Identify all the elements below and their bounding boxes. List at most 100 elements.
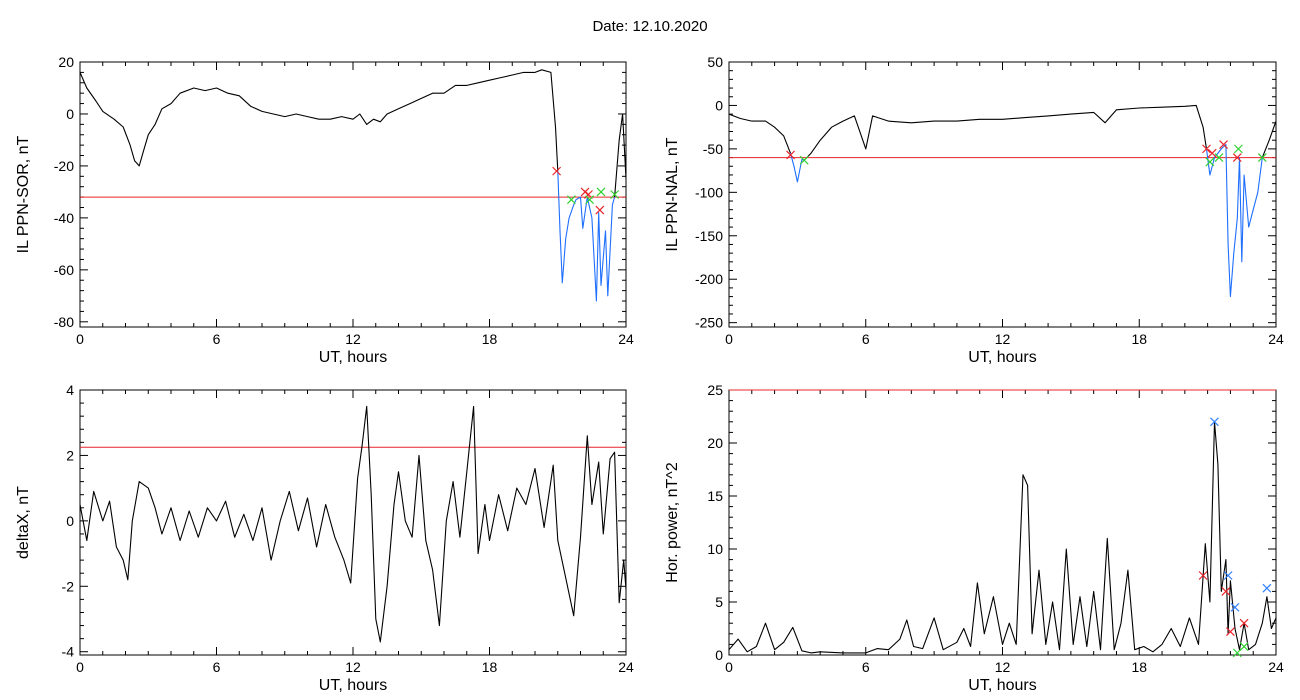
panel-il-ppn-nal: 0 6 12 18 24 50 0 -50 -100 -150 -200 -250 UT, hours I… (664, 54, 1284, 366)
series-line (1205, 143, 1263, 298)
y-tick-label: 2 (66, 447, 74, 463)
y-axis-label: IL PPN-NAL, nT (664, 137, 681, 251)
y-axis-label: deltaX, nT (15, 486, 32, 559)
green-marker (610, 190, 620, 199)
green-marker (1214, 153, 1224, 162)
plot-frame (728, 61, 1277, 328)
series-line (557, 171, 616, 302)
x-tick-label: 0 (725, 659, 733, 675)
plot-frame (79, 389, 627, 656)
series-line (1261, 120, 1276, 158)
x-tick-label: 6 (213, 659, 221, 675)
green-marker (1257, 153, 1267, 162)
y-tick-label: 0 (66, 106, 74, 122)
x-axis-label: UT, hours (968, 349, 1036, 366)
red-marker (786, 150, 795, 160)
x-tick-label: 0 (76, 659, 84, 675)
red-marker (1225, 627, 1235, 637)
y-tick-label: -20 (54, 158, 74, 174)
x-tick-label: 24 (618, 331, 634, 347)
x-tick-label: 24 (1268, 331, 1284, 347)
x-tick-label: 18 (1131, 331, 1147, 347)
x-tick-label: 24 (1268, 659, 1284, 675)
y-tick-label: 10 (707, 541, 723, 557)
green-marker (1239, 642, 1249, 651)
series-line (729, 421, 1276, 654)
x-tick-label: 12 (345, 659, 361, 675)
x-tick-label: 12 (995, 331, 1011, 347)
y-tick-label: 0 (715, 97, 723, 113)
red-marker (1219, 140, 1229, 149)
red-marker (1198, 571, 1208, 580)
blue-marker (1262, 583, 1272, 593)
green-marker (585, 195, 595, 205)
x-axis-label: UT, hours (968, 677, 1036, 694)
x-tick-label: 18 (482, 331, 498, 347)
green-marker (566, 195, 576, 205)
x-tick-label: 0 (725, 331, 733, 347)
y-tick-label: -250 (695, 315, 723, 331)
x-tick-label: 6 (862, 659, 870, 675)
y-tick-label: -2 (62, 578, 75, 594)
y-tick-label: 50 (707, 54, 723, 70)
y-tick-label: 5 (715, 594, 723, 610)
blue-marker (1210, 417, 1219, 427)
red-marker (1232, 153, 1242, 162)
y-tick-label: 0 (66, 513, 74, 529)
series-line (803, 104, 1208, 161)
y-tick-label: 20 (707, 435, 723, 451)
x-tick-label: 18 (482, 659, 498, 675)
y-tick-label: -40 (54, 210, 74, 226)
x-tick-label: 12 (345, 331, 361, 347)
red-marker (552, 166, 562, 176)
x-tick-label: 6 (862, 331, 870, 347)
panel-deltax: 0 6 12 18 24 4 2 0 -2 -4 UT, hours deltaX, nT (15, 382, 634, 694)
plot-frame (728, 389, 1277, 656)
series-group (729, 104, 1276, 298)
x-axis-label: UT, hours (319, 349, 387, 366)
y-tick-label: -60 (54, 262, 74, 278)
series-line (729, 113, 792, 154)
y-tick-label: -200 (695, 271, 723, 287)
red-marker (595, 205, 605, 215)
x-tick-label: 24 (618, 659, 634, 675)
x-tick-label: 18 (1131, 659, 1147, 675)
red-marker (1207, 148, 1217, 158)
y-tick-label: 4 (66, 382, 74, 398)
blue-marker (1230, 602, 1240, 612)
red-marker (584, 190, 593, 199)
series-line (789, 153, 805, 183)
x-tick-label: 6 (213, 331, 221, 347)
y-tick-label: -4 (62, 644, 75, 660)
x-tick-label: 12 (995, 659, 1011, 675)
panel-hor-power: 0 6 12 18 24 25 20 15 10 5 0 UT, hours Hor. power, n… (664, 382, 1284, 694)
panel-il-ppn-sor: 0 6 12 18 24 20 0 -20 -40 -60 -80 UT, hours IL PPN-S… (15, 54, 634, 366)
y-tick-label: -80 (54, 314, 74, 330)
y-tick-label: -50 (703, 141, 723, 157)
y-axis-label: Hor. power, nT^2 (664, 462, 681, 583)
green-marker (799, 155, 809, 165)
y-tick-label: -100 (695, 184, 723, 200)
green-marker (596, 187, 606, 197)
figure-title: Date: 12.10.2020 (592, 18, 708, 35)
series-group (80, 69, 626, 302)
red-marker (1202, 144, 1211, 154)
series-line (614, 113, 626, 198)
series-line (80, 69, 559, 172)
plot-frame (79, 61, 627, 328)
series-line (80, 405, 626, 643)
green-marker (1233, 144, 1243, 154)
y-tick-label: 20 (58, 54, 74, 70)
y-tick-label: -150 (695, 228, 723, 244)
y-tick-label: 15 (707, 488, 723, 504)
y-axis-label: IL PPN-SOR, nT (15, 135, 32, 253)
red-marker (1239, 618, 1249, 628)
green-marker (1205, 157, 1215, 167)
x-tick-label: 0 (76, 331, 84, 347)
blue-marker (1223, 571, 1233, 580)
y-tick-label: 25 (707, 382, 723, 398)
x-axis-label: UT, hours (319, 677, 387, 694)
series-group (729, 421, 1276, 654)
red-marker (1221, 586, 1231, 596)
